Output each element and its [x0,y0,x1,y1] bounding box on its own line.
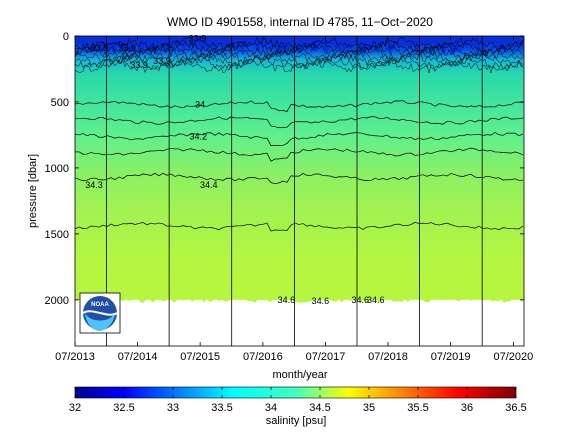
colorbar-tick-label: 34 [265,402,277,414]
colorbar-tick-label: 36 [461,402,473,414]
contour-line [75,116,524,129]
chart-title: WMO ID 4901558, internal ID 4785, 11−Oct… [167,15,433,29]
y-tick-label: 0 [63,31,69,43]
contour-label: 33.9 [130,60,148,70]
colorbar-tick-label: 36.5 [505,402,526,414]
colorbar-tick-label: 35 [363,402,375,414]
surface-contour-line [75,52,524,68]
colorbar-label: salinity [psu] [266,415,327,427]
contour-line [75,147,524,162]
colorbar-tick-label: 35.5 [407,402,428,414]
contour-line [75,221,524,232]
y-axis: 0 500 1000 1500 2000 [45,31,524,307]
contour-line [75,172,524,185]
surface-contour-line [75,42,524,58]
x-tick-label: 07/2020 [493,351,533,363]
contour-label: 33.9 [118,43,136,53]
contour-label: 34.6 [352,295,370,305]
contour-label: 33.9 [91,43,109,53]
y-tick-label: 500 [51,97,69,109]
plot-frame [74,35,525,347]
surface-fresh-band [75,36,524,54]
contour-label: 34.4 [200,180,218,190]
contour-line [75,100,524,112]
x-tick-label: 07/2016 [243,351,283,363]
colorbar-tick-label: 34.5 [309,402,330,414]
colorbar-tick-label: 32.5 [113,402,134,414]
x-tick-label: 07/2015 [180,351,220,363]
x-axis: 07/2013 07/2014 07/2015 07/2016 07/2017 07/20… [55,36,533,363]
y-tick-label: 2000 [45,295,69,307]
salinity-field [75,36,524,300]
profile-bottom-edge [75,297,524,303]
x-tick-label: 07/2017 [306,351,346,363]
colorbar: 32 32.5 33 33.5 34 34.5 35 35.5 36 36.5 salinity … [69,386,527,427]
noaa-logo-text: NOAA [91,302,109,308]
y-axis-label: pressure [dbar] [27,154,39,228]
surface-contour-line [75,46,524,61]
colorbar-tick-label: 33 [167,402,179,414]
contour-label: 34 [195,100,205,110]
x-tick-label: 07/2018 [368,351,408,363]
surface-contour-line [75,59,524,74]
x-tick-label: 07/2019 [431,351,471,363]
contour-line [75,131,524,146]
y-tick-label: 1000 [45,163,69,175]
contour-label: 34.6 [278,295,296,305]
y-tick-label: 1500 [45,229,69,241]
colorbar-tick-label: 33.5 [211,402,232,414]
noaa-logo: NOAA [79,292,121,334]
contour-label: 33.9 [153,56,171,66]
contour-label: 33.9 [189,34,207,44]
contour-label: 34.6 [312,296,330,306]
x-tick-label: 07/2013 [55,351,95,363]
contour-label: 34.6 [367,295,385,305]
colorbar-tick-label: 32 [69,402,81,414]
x-axis-label: month/year [272,369,327,381]
surface-contour-line [75,49,524,65]
contour-label: 34.3 [85,180,103,190]
contour-label: 34.2 [189,131,207,141]
colorbar-gradient [74,386,517,399]
x-tick-label: 07/2014 [118,351,158,363]
